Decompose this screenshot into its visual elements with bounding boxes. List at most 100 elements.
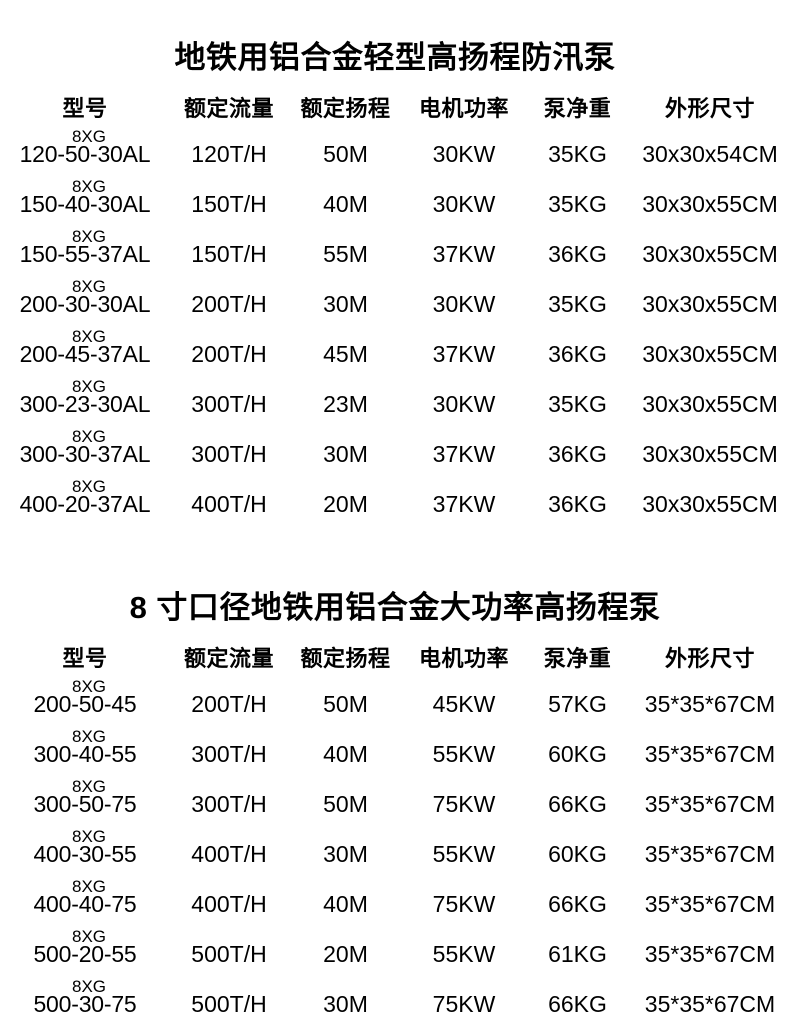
- cell-model: 8XG 200-30-30AL: [0, 276, 170, 329]
- cell-dimensions: 30x30x55CM: [642, 240, 778, 267]
- cell-net-weight: 60KG: [548, 740, 607, 767]
- cell-head: 40M: [323, 740, 368, 767]
- cell-power: 37KW: [432, 240, 496, 267]
- cell-power: 37KW: [432, 490, 496, 517]
- cell-head: 20M: [323, 940, 368, 967]
- cell-model: 8XG 400-30-55: [0, 826, 170, 879]
- cell-net-weight: 36KG: [548, 490, 607, 517]
- column-header-power: 电机功率: [418, 96, 509, 121]
- header-row: 型号 额定流量 额定扬程 电机功率 泵净重 外形尺寸: [0, 641, 790, 679]
- model-code: 300-30-37AL: [19, 440, 151, 467]
- cell-flow: 300T/H: [191, 790, 267, 817]
- table-row: 8XG 500-30-75 500T/H 30M 75KW 66KG 35*35*…: [0, 978, 790, 1029]
- cell-dimensions: 35*35*67CM: [644, 890, 776, 917]
- cell-model: 8XG 500-20-55: [0, 928, 170, 979]
- cell-power: 30KW: [432, 140, 496, 167]
- cell-power: 75KW: [432, 790, 496, 817]
- model-prefix: 8XG: [71, 276, 106, 296]
- cell-flow: 400T/H: [191, 490, 267, 517]
- model-code: 500-20-55: [33, 940, 137, 967]
- model-prefix: 8XG: [71, 426, 106, 446]
- table-row: 8XG 400-20-37AL 400T/H 20M 37KW 36KG 30x3…: [0, 478, 790, 529]
- cell-flow: 150T/H: [191, 190, 267, 217]
- cell-power: 55KW: [432, 940, 496, 967]
- cell-net-weight: 35KG: [548, 190, 607, 217]
- model-code: 150-40-30AL: [19, 190, 151, 217]
- table-row: 8XG 300-50-75 300T/H 50M 75KW 66KG 35*35*…: [0, 778, 790, 829]
- cell-flow: 400T/H: [191, 890, 267, 917]
- model-prefix: 8XG: [71, 676, 107, 696]
- cell-flow: 200T/H: [191, 340, 267, 367]
- table-row: 8XG 300-30-37AL 300T/H 30M 37KW 36KG 30x3…: [0, 426, 790, 479]
- model-code: 200-45-37AL: [19, 340, 151, 367]
- cell-dimensions: 30x30x55CM: [642, 190, 778, 217]
- cell-flow: 200T/H: [191, 690, 267, 717]
- column-header-model: 型号: [62, 646, 108, 671]
- cell-flow: 200T/H: [191, 290, 267, 317]
- model-code: 400-20-37AL: [19, 490, 151, 517]
- cell-net-weight: 35KG: [548, 390, 607, 417]
- cell-flow: 300T/H: [191, 390, 267, 417]
- cell-flow: 120T/H: [191, 140, 267, 167]
- table-row: 8XG 200-45-37AL 200T/H 45M 37KW 36KG 30x3…: [0, 328, 790, 379]
- cell-head: 50M: [323, 140, 368, 167]
- cell-head: 40M: [323, 190, 368, 217]
- cell-dimensions: 35*35*67CM: [644, 940, 776, 967]
- cell-flow: 300T/H: [191, 740, 267, 767]
- cell-model: 8XG 200-45-37AL: [0, 328, 170, 379]
- page-title-secondary: 8 寸口径地铁用铝合金大功率高扬程泵: [129, 590, 661, 625]
- table-header: 型号 额定流量 额定扬程 电机功率 泵净重 外形尺寸: [0, 91, 790, 129]
- column-header-model: 型号: [62, 96, 108, 121]
- cell-net-weight: 61KG: [548, 940, 607, 967]
- cell-flow: 500T/H: [191, 940, 267, 967]
- table-header: 型号 额定流量 额定扬程 电机功率 泵净重 外形尺寸: [0, 641, 790, 679]
- table-row: 8XG 400-30-55 400T/H 30M 55KW 60KG 35*35*…: [0, 826, 790, 879]
- cell-head: 50M: [323, 790, 368, 817]
- table-row: 8XG 400-40-75 400T/H 40M 75KW 66KG 35*35*…: [0, 878, 790, 929]
- model-code: 300-23-30AL: [19, 390, 151, 417]
- cell-net-weight: 57KG: [548, 690, 607, 717]
- cell-flow: 500T/H: [191, 990, 267, 1017]
- model-prefix: 8XG: [71, 826, 107, 846]
- spec-table-lightweight-flood-pump: 型号 额定流量 额定扬程 电机功率 泵净重 外形尺寸 8XG 120-50-30A…: [0, 91, 790, 529]
- table-row: 8XG 150-55-37AL 150T/H 55M 37KW 36KG 30x3…: [0, 226, 790, 279]
- table-row: 8XG 150-40-30AL 150T/H 40M 30KW 35KG 30x3…: [0, 178, 790, 229]
- column-header-flow: 额定流量: [183, 646, 274, 671]
- spec-table-high-power-pump: 型号 额定流量 额定扬程 电机功率 泵净重 外形尺寸 8XG 200-50-45 …: [0, 641, 790, 1029]
- cell-dimensions: 30x30x55CM: [642, 440, 778, 467]
- model-prefix: 8XG: [71, 226, 106, 246]
- model-code: 200-50-45: [33, 690, 137, 717]
- cell-head: 20M: [323, 490, 368, 517]
- cell-dimensions: 35*35*67CM: [644, 740, 776, 767]
- cell-dimensions: 30x30x55CM: [642, 390, 778, 417]
- cell-net-weight: 36KG: [548, 340, 607, 367]
- table-row: 8XG 200-50-45 200T/H 50M 45KW 57KG 35*35*…: [0, 676, 790, 729]
- column-header-net-weight: 泵净重: [543, 646, 612, 671]
- cell-power: 45KW: [432, 690, 496, 717]
- cell-head: 30M: [323, 990, 368, 1017]
- cell-model: 8XG 120-50-30AL: [0, 126, 170, 179]
- cell-head: 50M: [323, 690, 368, 717]
- cell-net-weight: 36KG: [548, 440, 607, 467]
- cell-dimensions: 35*35*67CM: [644, 690, 776, 717]
- cell-power: 30KW: [432, 290, 496, 317]
- cell-power: 37KW: [432, 440, 496, 467]
- column-header-head: 额定扬程: [300, 96, 391, 121]
- cell-model: 8XG 200-50-45: [0, 676, 170, 729]
- cell-net-weight: 66KG: [548, 790, 607, 817]
- cell-model: 8XG 300-23-30AL: [0, 378, 170, 429]
- cell-power: 30KW: [432, 190, 496, 217]
- cell-model: 8XG 150-40-30AL: [0, 178, 170, 229]
- cell-model: 8XG 500-30-75: [0, 978, 170, 1029]
- model-prefix: 8XG: [71, 126, 106, 146]
- cell-power: 37KW: [432, 340, 496, 367]
- table-body: 8XG 200-50-45 200T/H 50M 45KW 57KG 35*35*…: [0, 676, 790, 1029]
- cell-power: 75KW: [432, 890, 496, 917]
- cell-flow: 150T/H: [191, 240, 267, 267]
- cell-power: 75KW: [432, 990, 496, 1017]
- model-code: 200-30-30AL: [19, 290, 151, 317]
- cell-model: 8XG 400-40-75: [0, 878, 170, 929]
- spec-section-lightweight-flood-pump: 地铁用铝合金轻型高扬程防汛泵 型号 额定流量 额定扬程 电机功率 泵净重 外形尺…: [0, 42, 790, 529]
- spec-section-high-power-pump: 8 寸口径地铁用铝合金大功率高扬程泵 型号 额定流量 额定扬程 电机功率 泵净重…: [0, 560, 790, 1029]
